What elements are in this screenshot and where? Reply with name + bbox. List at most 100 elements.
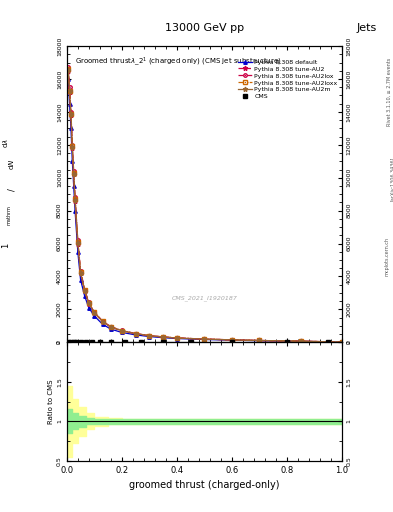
Pythia 8.308 tune-AU2m bbox=[174, 335, 179, 341]
Pythia 8.308 tune-AU2lox bbox=[68, 109, 73, 115]
Pythia 8.308 tune-AU2 bbox=[230, 337, 234, 343]
Pythia 8.308 tune-AU2m bbox=[92, 309, 97, 315]
Pythia 8.308 tune-AU2 bbox=[340, 339, 344, 345]
CMS bbox=[97, 339, 102, 346]
Line: Pythia 8.308 tune-AU2: Pythia 8.308 tune-AU2 bbox=[66, 68, 344, 345]
CMS bbox=[326, 339, 331, 346]
Pythia 8.308 default bbox=[230, 337, 234, 343]
CMS bbox=[108, 339, 113, 346]
Pythia 8.308 tune-AU2 bbox=[70, 145, 75, 151]
Pythia 8.308 tune-AU2m bbox=[75, 240, 80, 246]
Pythia 8.308 default bbox=[298, 338, 303, 345]
Pythia 8.308 tune-AU2lox bbox=[161, 334, 165, 340]
Pythia 8.308 tune-AU2loxx bbox=[161, 334, 165, 340]
Pythia 8.308 tune-AU2lox bbox=[298, 338, 303, 344]
Pythia 8.308 tune-AU2loxx bbox=[100, 318, 105, 325]
Pythia 8.308 tune-AU2 bbox=[100, 318, 105, 325]
Pythia 8.308 default bbox=[257, 338, 262, 344]
Pythia 8.308 tune-AU2 bbox=[119, 328, 124, 334]
Text: CMS_2021_I1920187: CMS_2021_I1920187 bbox=[171, 295, 237, 301]
Pythia 8.308 tune-AU2lox bbox=[174, 335, 179, 341]
Pythia 8.308 tune-AU2loxx bbox=[174, 335, 179, 341]
CMS bbox=[285, 339, 289, 346]
Pythia 8.308 tune-AU2 bbox=[257, 337, 262, 344]
Pythia 8.308 tune-AU2 bbox=[147, 333, 152, 339]
CMS bbox=[230, 339, 234, 346]
Pythia 8.308 tune-AU2 bbox=[68, 112, 73, 118]
Pythia 8.308 tune-AU2m bbox=[298, 338, 303, 344]
Pythia 8.308 tune-AU2loxx bbox=[70, 143, 75, 150]
Pythia 8.308 default bbox=[73, 207, 77, 214]
Pythia 8.308 tune-AU2lox bbox=[86, 300, 91, 306]
Pythia 8.308 tune-AU2lox bbox=[202, 336, 207, 342]
Pythia 8.308 tune-AU2loxx bbox=[73, 196, 77, 202]
Pythia 8.308 tune-AU2m bbox=[73, 197, 77, 203]
Pythia 8.308 tune-AU2lox bbox=[66, 65, 71, 71]
Pythia 8.308 tune-AU2loxx bbox=[230, 337, 234, 343]
Pythia 8.308 tune-AU2 bbox=[92, 310, 97, 316]
Pythia 8.308 tune-AU2m bbox=[86, 301, 91, 307]
Pythia 8.308 tune-AU2m bbox=[108, 324, 113, 330]
Pythia 8.308 default bbox=[86, 305, 91, 311]
Pythia 8.308 tune-AU2lox bbox=[92, 309, 97, 315]
Y-axis label: Ratio to CMS: Ratio to CMS bbox=[48, 379, 54, 424]
Text: mcplots.cern.ch: mcplots.cern.ch bbox=[384, 237, 389, 275]
Pythia 8.308 tune-AU2lox bbox=[75, 237, 80, 243]
Pythia 8.308 tune-AU2m bbox=[147, 333, 152, 339]
Text: Jets: Jets bbox=[357, 23, 377, 33]
Pythia 8.308 tune-AU2loxx bbox=[133, 331, 138, 337]
Pythia 8.308 default bbox=[161, 335, 165, 341]
CMS bbox=[89, 339, 94, 346]
Text: Rivet 3.1.10, ≥ 2.7M events: Rivet 3.1.10, ≥ 2.7M events bbox=[387, 58, 391, 126]
Pythia 8.308 tune-AU2lox bbox=[108, 324, 113, 330]
Pythia 8.308 tune-AU2 bbox=[78, 270, 83, 276]
Pythia 8.308 tune-AU2 bbox=[75, 241, 80, 247]
Pythia 8.308 tune-AU2loxx bbox=[108, 324, 113, 330]
CMS bbox=[78, 339, 83, 346]
CMS bbox=[74, 339, 79, 346]
Pythia 8.308 tune-AU2loxx bbox=[257, 337, 262, 344]
Pythia 8.308 default bbox=[83, 293, 87, 300]
Pythia 8.308 tune-AU2 bbox=[108, 324, 113, 330]
Pythia 8.308 default bbox=[67, 100, 72, 106]
Pythia 8.308 default bbox=[108, 326, 113, 332]
Pythia 8.308 default bbox=[78, 276, 83, 283]
Text: Groomed thrust$\lambda\_2^1$ (charged only) (CMS jet substructure): Groomed thrust$\lambda\_2^1$ (charged on… bbox=[75, 55, 282, 68]
Pythia 8.308 tune-AU2loxx bbox=[75, 239, 80, 245]
Pythia 8.308 default bbox=[133, 332, 138, 338]
Pythia 8.308 tune-AU2m bbox=[78, 270, 83, 276]
Pythia 8.308 tune-AU2lox bbox=[70, 142, 75, 148]
Pythia 8.308 tune-AU2m bbox=[230, 337, 234, 343]
Pythia 8.308 tune-AU2lox bbox=[133, 330, 138, 336]
Pythia 8.308 default bbox=[100, 321, 105, 327]
Pythia 8.308 tune-AU2m bbox=[340, 339, 344, 345]
Pythia 8.308 tune-AU2m bbox=[257, 337, 262, 344]
CMS bbox=[188, 339, 193, 346]
Line: Pythia 8.308 default: Pythia 8.308 default bbox=[66, 77, 343, 344]
Line: CMS: CMS bbox=[66, 340, 330, 344]
Pythia 8.308 tune-AU2loxx bbox=[298, 338, 303, 344]
Pythia 8.308 tune-AU2lox bbox=[147, 332, 152, 338]
Line: Pythia 8.308 tune-AU2loxx: Pythia 8.308 tune-AU2loxx bbox=[66, 68, 343, 344]
Pythia 8.308 tune-AU2 bbox=[67, 89, 72, 95]
Pythia 8.308 default bbox=[68, 125, 73, 132]
Pythia 8.308 tune-AU2m bbox=[119, 328, 124, 334]
Pythia 8.308 tune-AU2m bbox=[70, 144, 75, 151]
Pythia 8.308 tune-AU2m bbox=[68, 111, 73, 117]
Pythia 8.308 default bbox=[202, 336, 207, 343]
Pythia 8.308 tune-AU2loxx bbox=[67, 88, 72, 94]
Pythia 8.308 default bbox=[174, 335, 179, 342]
CMS bbox=[84, 339, 88, 346]
Pythia 8.308 tune-AU2lox bbox=[340, 339, 344, 345]
Pythia 8.308 tune-AU2lox bbox=[119, 327, 124, 333]
Pythia 8.308 tune-AU2lox bbox=[72, 168, 76, 174]
Pythia 8.308 tune-AU2 bbox=[86, 301, 91, 307]
X-axis label: groomed thrust (charged-only): groomed thrust (charged-only) bbox=[129, 480, 279, 490]
Pythia 8.308 tune-AU2m bbox=[67, 88, 72, 94]
Text: $1$: $1$ bbox=[0, 243, 11, 249]
Line: Pythia 8.308 tune-AU2m: Pythia 8.308 tune-AU2m bbox=[66, 68, 344, 345]
Pythia 8.308 tune-AU2loxx bbox=[86, 300, 91, 306]
Pythia 8.308 tune-AU2 bbox=[133, 331, 138, 337]
Pythia 8.308 tune-AU2lox bbox=[230, 337, 234, 343]
Pythia 8.308 tune-AU2loxx bbox=[68, 111, 73, 117]
